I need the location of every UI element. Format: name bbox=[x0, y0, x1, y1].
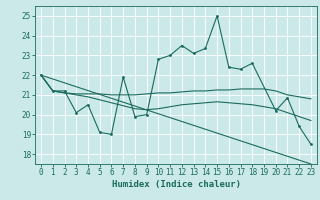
X-axis label: Humidex (Indice chaleur): Humidex (Indice chaleur) bbox=[111, 180, 241, 189]
